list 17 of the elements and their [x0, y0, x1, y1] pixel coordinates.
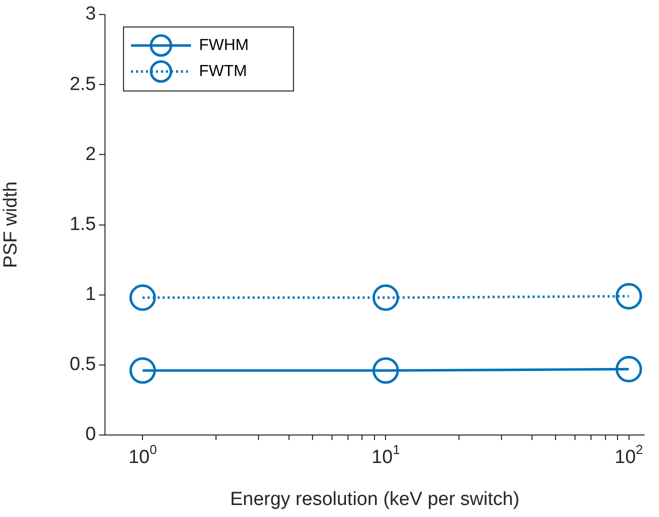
point [616, 356, 642, 382]
y-tick-label: 0.5 [70, 354, 96, 376]
point [372, 357, 399, 384]
y-tick-label: 1 [85, 284, 96, 306]
y-tick-label: 2 [85, 144, 96, 165]
y-tick-label: 2.5 [70, 74, 96, 95]
y-axis-title: PSF width [0, 181, 22, 268]
y-tick-label: 0 [85, 424, 96, 446]
point [129, 284, 156, 311]
legend-label: FWTM [199, 62, 247, 80]
point [129, 357, 156, 384]
y-tick-label: 1.5 [70, 214, 96, 235]
x-axis-title: Energy resolution (keV per switch) [230, 488, 520, 510]
y-tick-label: 3 [85, 4, 96, 25]
legend-label: FWHM [199, 36, 249, 54]
point [616, 282, 642, 310]
point [372, 284, 399, 311]
